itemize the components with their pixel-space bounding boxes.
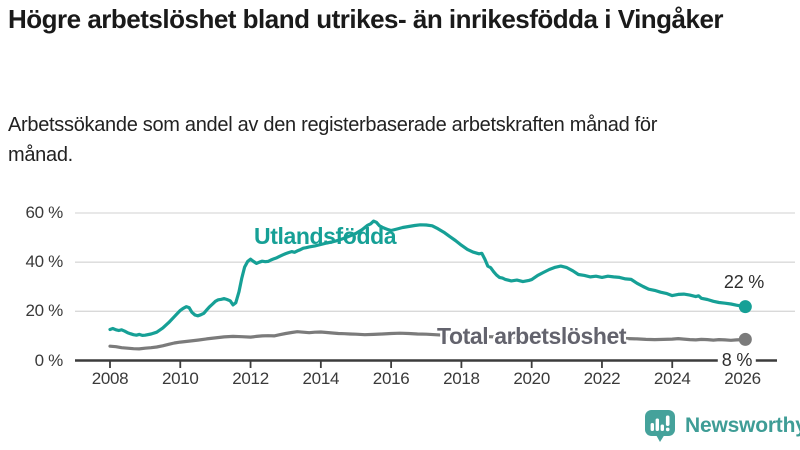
end-value-label-total: 8 % <box>717 349 757 371</box>
x-tick-label: 2022 <box>583 369 621 388</box>
series-label-total-arbetsloshet: Total arbetslöshet <box>437 323 627 349</box>
newsworthy-icon <box>644 409 677 443</box>
y-tick-label: 40 % <box>25 252 63 272</box>
y-tick-label: 0 % <box>34 350 64 370</box>
x-tick-label: 2026 <box>724 369 761 388</box>
series-label-utlandsfodda: Utlandsfödda <box>254 223 397 249</box>
x-tick-label: 2008 <box>91 369 129 388</box>
page-subtitle: Arbetssökande som andel av den registerb… <box>8 114 658 166</box>
x-tick-label: 2020 <box>513 369 550 388</box>
y-tick-label: 60 % <box>25 203 63 222</box>
page-title: Högre arbetslöshet bland utrikes- än inr… <box>8 4 724 34</box>
x-tick-label: 2012 <box>232 369 269 388</box>
x-tick-label: 2024 <box>653 369 691 388</box>
x-tick-label: 2010 <box>161 369 199 388</box>
x-tick-label: 2018 <box>443 369 480 388</box>
series-end-dot-gray <box>738 332 752 346</box>
y-tick-label: 20 % <box>25 301 63 321</box>
x-tick-label: 2014 <box>302 369 340 388</box>
series-end-dot-teal <box>738 300 752 314</box>
newsworthy-logo[interactable]: Newsworthy <box>644 409 800 443</box>
series-line-gray <box>108 330 747 351</box>
series-line-teal <box>108 219 747 337</box>
newsworthy-wordmark: Newsworthy <box>685 414 800 437</box>
x-tick-label: 2016 <box>372 369 410 388</box>
end-value-label-utlandsfodda: 22 % <box>723 272 765 292</box>
